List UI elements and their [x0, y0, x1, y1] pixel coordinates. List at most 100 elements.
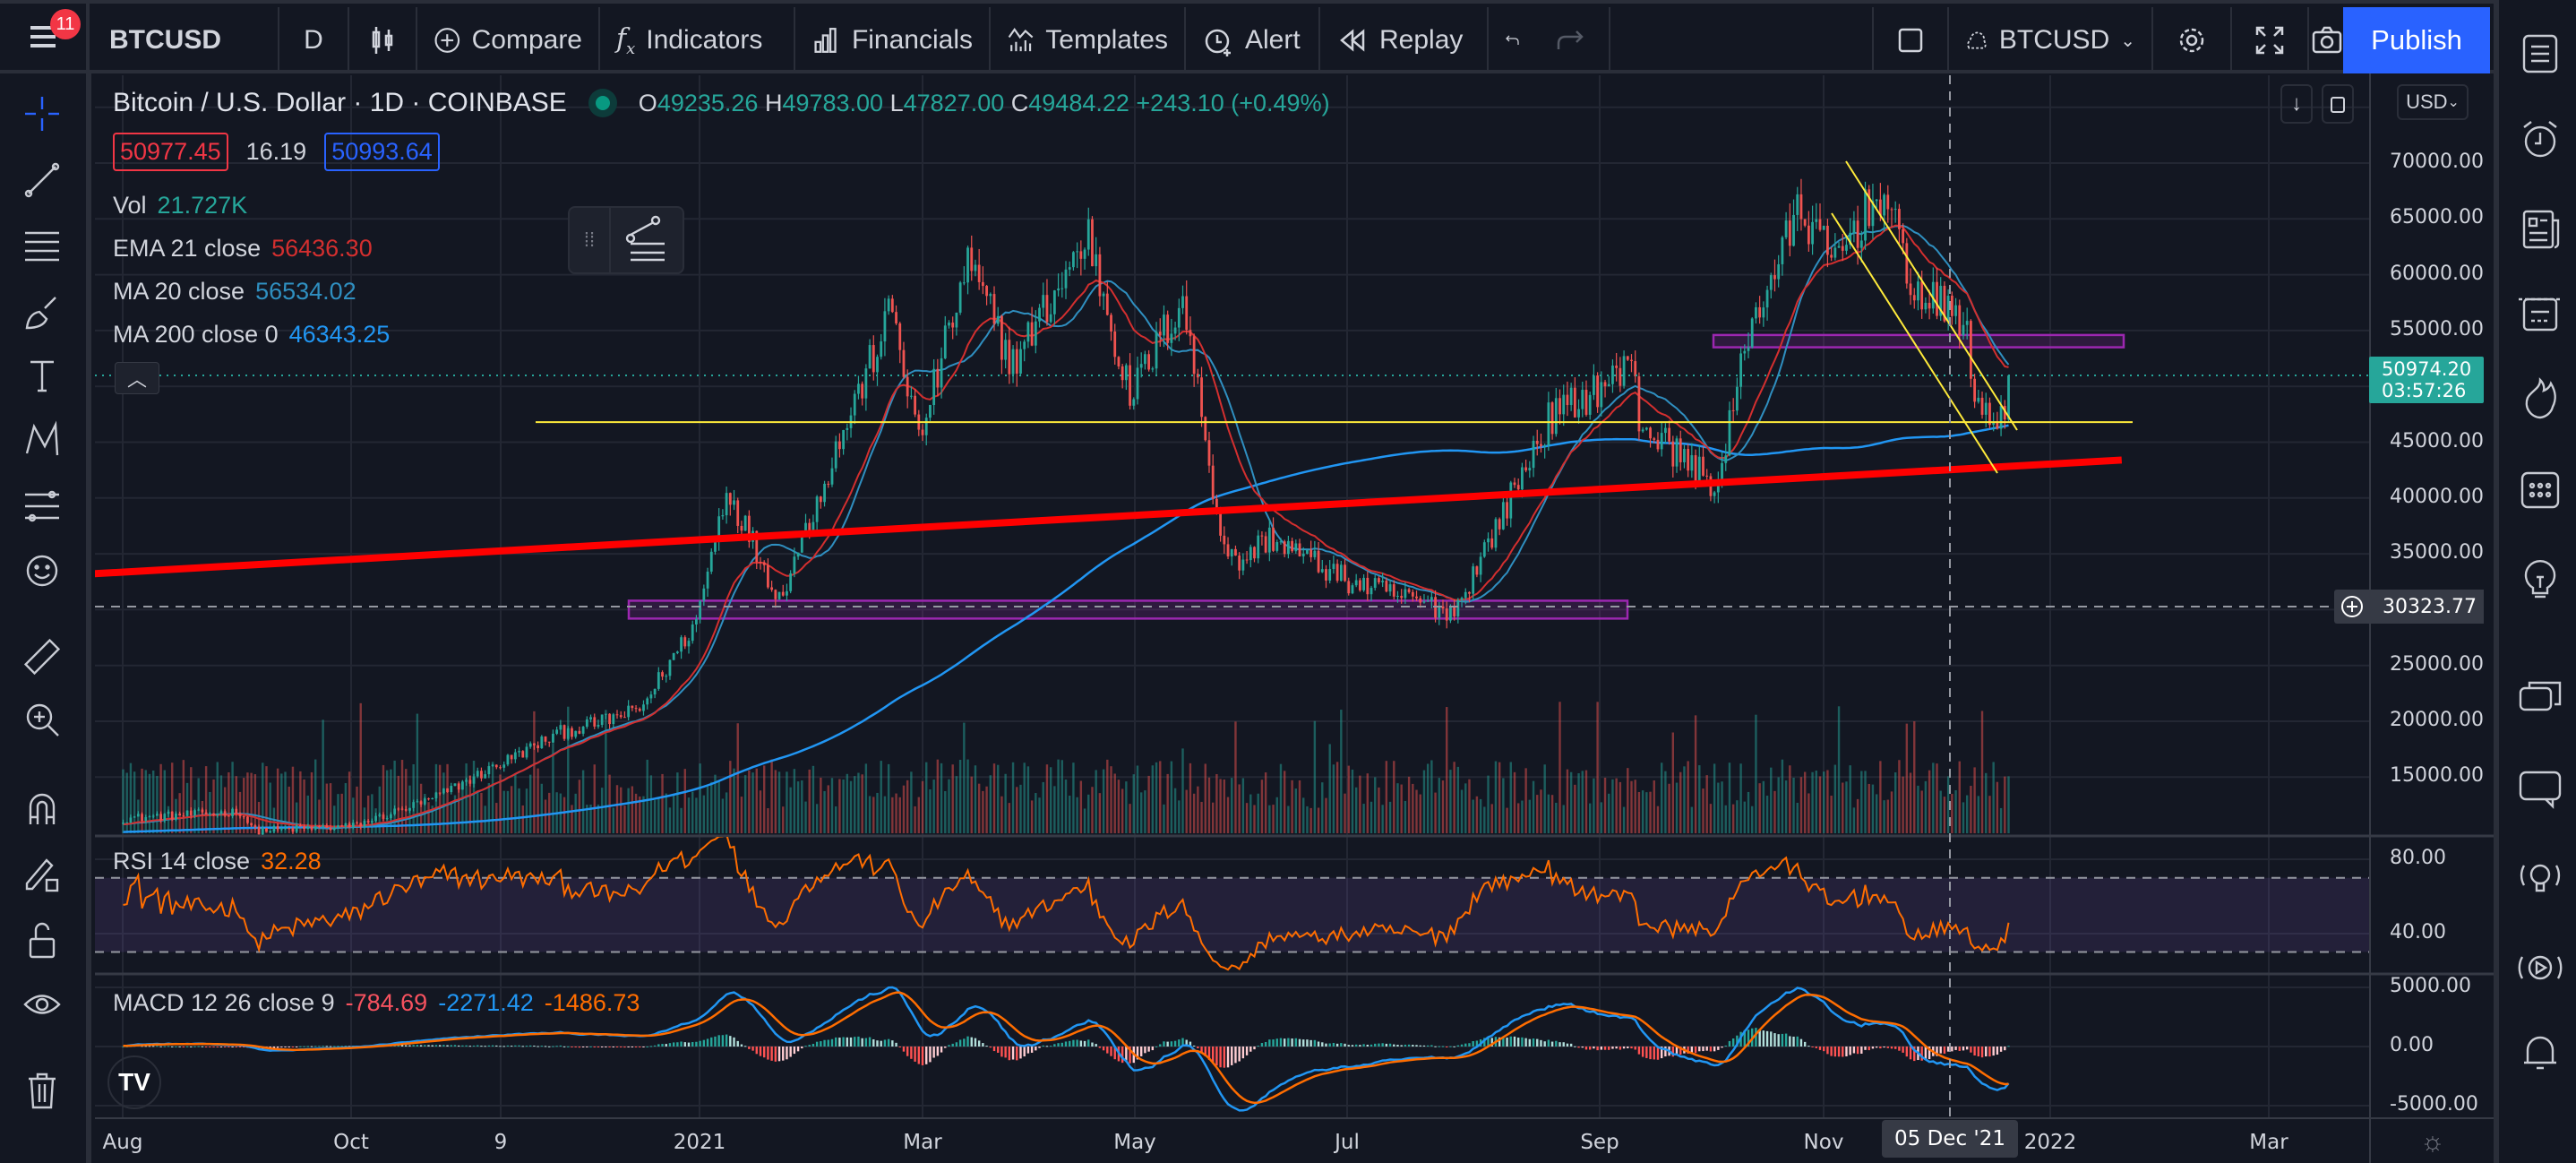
- ideas-stream-button[interactable]: [2515, 853, 2565, 903]
- collapse-legend-button[interactable]: ︿: [115, 362, 159, 394]
- hotlists-button[interactable]: [2515, 375, 2565, 425]
- main-menu-button[interactable]: 11: [0, 4, 90, 70]
- templates-button[interactable]: Templates: [991, 7, 1186, 73]
- auto-scale-button[interactable]: [2322, 84, 2354, 124]
- alarm-clock-icon: [1205, 29, 1231, 56]
- undo-button[interactable]: [1489, 7, 1537, 73]
- last-price-label: 50974.20 03:57:26: [2369, 357, 2484, 403]
- volume-bar: [438, 764, 442, 833]
- volume-bar: [823, 790, 826, 833]
- drag-handle-icon[interactable]: ⁞⁞: [570, 208, 611, 272]
- alerts-button[interactable]: [2515, 115, 2565, 165]
- hide-drawings-tool[interactable]: [20, 982, 64, 1027]
- buy-button[interactable]: 50993.64: [324, 133, 440, 171]
- magnet-tool[interactable]: [20, 787, 64, 831]
- candle-body: [827, 483, 830, 485]
- currency-select[interactable]: USD ⌄: [2397, 84, 2469, 120]
- layout-symbol-button[interactable]: BTCUSD ⌄: [1949, 7, 2153, 73]
- macd-histogram-bar: [687, 1042, 691, 1047]
- zoom-in-tool[interactable]: [20, 697, 64, 742]
- candle-body: [1396, 596, 1399, 598]
- candle-body: [499, 767, 502, 769]
- tradingview-logo[interactable]: TV: [107, 1055, 161, 1109]
- candle-body: [1663, 427, 1667, 434]
- volume-bar: [634, 793, 638, 833]
- macd-histogram-bar: [1189, 1041, 1192, 1047]
- candle-body: [876, 357, 879, 373]
- fib-tool[interactable]: [20, 224, 64, 269]
- floating-drawing-toolbar[interactable]: ⁞⁞: [568, 206, 684, 274]
- macd-histogram-bar: [1030, 1047, 1034, 1053]
- candle-body: [1619, 367, 1622, 386]
- fullscreen-button[interactable]: [2232, 7, 2309, 73]
- settings-button[interactable]: [2153, 7, 2232, 73]
- macd-histogram-bar: [1784, 1033, 1788, 1047]
- candle-body: [1912, 295, 1916, 301]
- news-button[interactable]: [2515, 204, 2565, 254]
- macd-histogram-bar: [921, 1047, 924, 1065]
- macd-histogram-bar: [1731, 1038, 1735, 1047]
- notifications-button[interactable]: [2515, 1027, 2565, 1077]
- publish-button[interactable]: Publish: [2343, 7, 2490, 73]
- close-label: C: [1010, 89, 1029, 116]
- alert-button[interactable]: Alert: [1186, 7, 1320, 73]
- macd-histogram-bar: [1302, 1039, 1305, 1047]
- rsi-band-background: [95, 877, 2369, 952]
- private-chats-button[interactable]: [2515, 763, 2565, 814]
- volume-bar: [743, 775, 747, 833]
- time-axis[interactable]: [95, 1117, 2494, 1163]
- watchlist-button[interactable]: [2515, 29, 2565, 79]
- indicators-button[interactable]: fx Indicators: [600, 7, 795, 73]
- candle-body: [1415, 596, 1418, 599]
- candle-body: [1671, 441, 1675, 467]
- replay-button[interactable]: Replay: [1320, 7, 1489, 73]
- compare-button[interactable]: Compare: [417, 7, 600, 73]
- volume-bar: [593, 764, 596, 833]
- volume-bar: [250, 772, 253, 833]
- volume-bar: [827, 785, 829, 833]
- remove-drawings-tool[interactable]: [20, 1068, 64, 1113]
- candle-body: [1158, 332, 1162, 336]
- pattern-tool[interactable]: [20, 418, 64, 462]
- volume-bar: [1415, 789, 1418, 833]
- measure-tool[interactable]: [20, 634, 64, 679]
- volume-bar: [944, 790, 947, 833]
- chart-type-button[interactable]: [349, 7, 417, 73]
- volume-bar: [562, 797, 566, 833]
- redo-button[interactable]: [1537, 7, 1610, 73]
- data-window-button[interactable]: [2515, 287, 2565, 337]
- crosshair-tool[interactable]: [20, 91, 64, 136]
- calendar-button[interactable]: [2515, 464, 2565, 514]
- macd-axis-label: 5000.00: [2390, 975, 2471, 997]
- icons-tool[interactable]: [20, 548, 64, 593]
- snapshot-button[interactable]: [2309, 7, 2345, 73]
- lock-drawings-tool[interactable]: [20, 917, 64, 962]
- public-chats-button[interactable]: [2515, 674, 2565, 724]
- volume-bar: [1637, 791, 1641, 833]
- candle-body: [1516, 485, 1520, 490]
- stay-in-drawing-mode-tool[interactable]: [20, 851, 64, 896]
- timezone-settings-icon[interactable]: ☼: [2420, 1127, 2445, 1157]
- volume-bar: [763, 765, 766, 833]
- scroll-to-latest-button[interactable]: ↓: [2280, 84, 2313, 124]
- text-tool[interactable]: [20, 353, 64, 398]
- prediction-tool[interactable]: [20, 484, 64, 529]
- volume-bar: [955, 776, 958, 833]
- streams-button[interactable]: [2515, 943, 2565, 993]
- candle-body: [1328, 569, 1332, 582]
- add-alert-button[interactable]: [2334, 590, 2370, 624]
- ideas-button[interactable]: [2515, 554, 2565, 604]
- macd-histogram-bar: [431, 1045, 434, 1047]
- symbol-search-button[interactable]: BTCUSD: [93, 7, 279, 73]
- financials-button[interactable]: Financials: [795, 7, 991, 73]
- candle-body: [992, 294, 996, 324]
- macd-histogram-bar: [1374, 1043, 1377, 1047]
- interval-button[interactable]: D: [279, 7, 349, 73]
- trend-line-tool[interactable]: [20, 158, 64, 202]
- sell-button[interactable]: 50977.45: [113, 133, 228, 171]
- price-tick-label: 70000.00: [2390, 151, 2484, 173]
- macd-histogram-bar: [1321, 1042, 1324, 1047]
- brush-tool[interactable]: [20, 290, 64, 335]
- layout-button[interactable]: [1872, 7, 1949, 73]
